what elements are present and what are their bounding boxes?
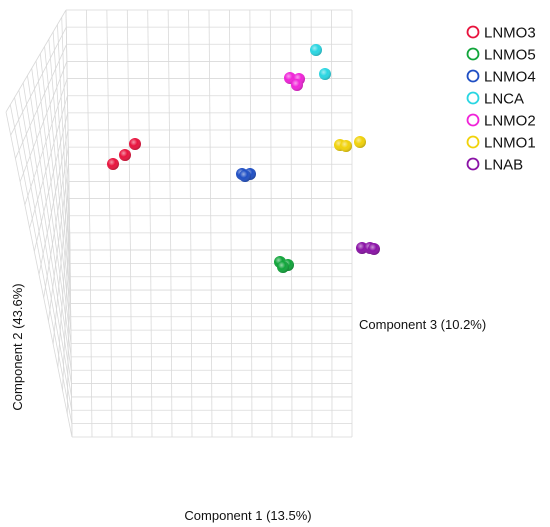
legend-marker [466,91,480,105]
legend-label: LNMO1 [484,135,536,152]
data-point-shading [277,261,289,273]
legend-item-lnmo3: LNMO3 [466,25,536,42]
series-lnmo3 [107,138,141,170]
legend-label: LNMO4 [484,69,536,86]
legend-marker [466,69,480,83]
legend-item-lnmo1: LNMO1 [466,135,536,152]
legend-marker [466,113,480,127]
data-point-shading [239,170,251,182]
data-points [107,44,380,273]
data-point-shading [340,140,352,152]
legend-marker [466,135,480,149]
z-axis-label: Component 3 (10.2%) [359,317,486,332]
series-lnab [356,242,380,255]
3d-grid [5,9,353,438]
floor-grid [69,249,353,438]
legend-item-lnmo4: LNMO4 [466,69,536,86]
series-lnmo2 [284,72,305,91]
data-point-shading [107,158,119,170]
data-point-shading [310,44,322,56]
legend-item-lnmo2: LNMO2 [466,113,536,130]
legend: LNMO3 LNMO5 LNMO4 LNCA LNMO2 LNMO1 LNAB [466,25,536,174]
series-lnmo1 [334,136,366,152]
left-wall-grid [5,9,73,438]
data-point-shading [368,243,380,255]
data-point-shading [119,149,131,161]
legend-marker [466,157,480,171]
data-point-shading [354,136,366,148]
legend-marker [466,25,480,39]
data-point-shading [291,79,303,91]
legend-label: LNAB [484,157,523,174]
series-lnmo4 [236,168,256,182]
legend-label: LNMO5 [484,47,536,64]
legend-item-lnmo5: LNMO5 [466,47,536,64]
legend-label: LNMO3 [484,25,536,42]
legend-item-lnca: LNCA [466,91,524,108]
series-lnmo5 [274,256,294,273]
legend-marker [466,47,480,61]
legend-item-lnab: LNAB [466,157,523,174]
legend-label: LNMO2 [484,113,536,130]
x-axis-label: Component 1 (13.5%) [184,508,311,523]
back-wall-grid [65,9,353,251]
data-point-shading [129,138,141,150]
y-axis-label: Component 2 (43.6%) [10,283,25,410]
series-lnca [310,44,331,80]
data-point-shading [319,68,331,80]
legend-label: LNCA [484,91,524,108]
